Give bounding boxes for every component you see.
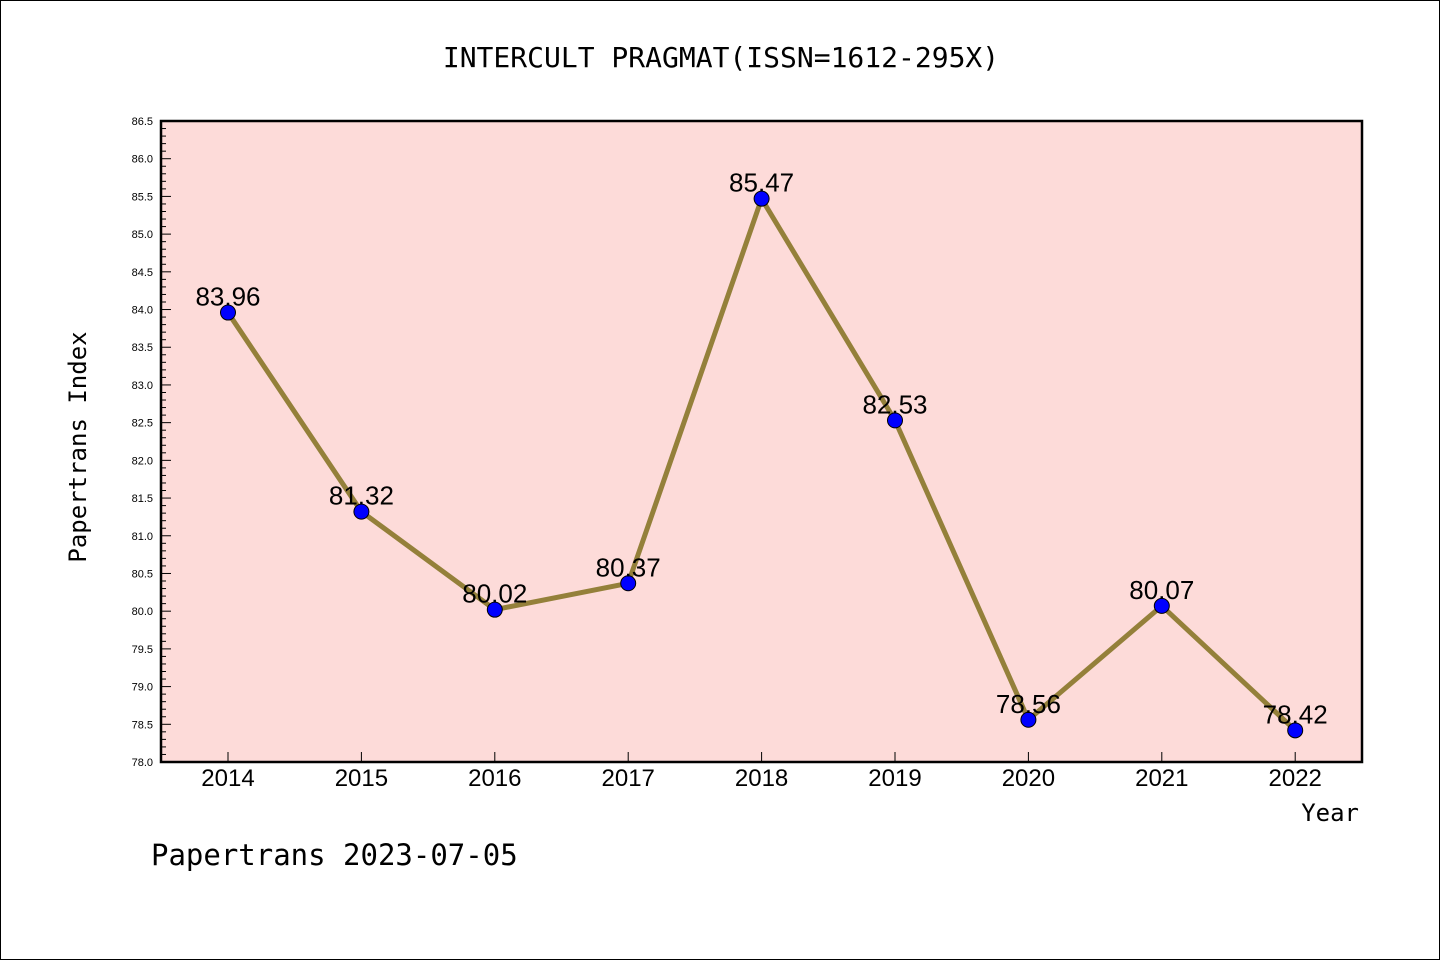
data-point: [220, 304, 236, 321]
data-label: 80.37: [596, 552, 661, 582]
y-tick-label: 85.5: [132, 191, 153, 203]
plot-border: [159, 119, 1364, 764]
y-tick-label: 79.5: [132, 644, 153, 656]
y-tick-label: 78.0: [132, 757, 153, 769]
x-axis-label: Year: [1301, 799, 1359, 827]
y-tick-label: 84.5: [132, 267, 153, 279]
data-point: [620, 575, 637, 592]
y-tick-label: 83.0: [132, 380, 153, 392]
x-tick-label: 2016: [468, 765, 521, 792]
data-point: [486, 601, 503, 618]
y-tick-label: 86.0: [132, 154, 153, 166]
y-tick-label: 78.5: [132, 719, 153, 731]
data-label: 83.96: [195, 282, 260, 312]
x-tick-label: 2021: [1135, 765, 1188, 792]
data-label: 80.07: [1129, 575, 1194, 605]
y-tick-label: 86.5: [132, 116, 153, 128]
y-tick-label: 84.0: [132, 305, 153, 317]
chart-title: INTERCULT PRAGMAT(ISSN=1612-295X): [443, 41, 999, 74]
data-label: 82.53: [862, 389, 927, 419]
data-label: 78.42: [1263, 699, 1328, 729]
y-tick-label: 83.5: [132, 342, 153, 354]
data-point: [753, 190, 770, 207]
x-tick-label: 2020: [1002, 765, 1055, 792]
plot-area: [161, 121, 1362, 762]
data-label: 85.47: [729, 168, 794, 198]
data-label: 78.56: [996, 689, 1061, 719]
y-tick-label: 82.5: [132, 418, 153, 430]
y-tick-label: 81.0: [132, 531, 153, 543]
x-axis-ticks: 2014 2015 2016 2017 2018 2019 2020 2021 2022: [201, 752, 1322, 792]
y-tick-label: 80.0: [132, 606, 153, 618]
y-tick-label: 85.0: [132, 229, 153, 241]
data-point: [353, 503, 370, 520]
data-points: [220, 190, 1304, 739]
data-point: [1153, 597, 1170, 614]
y-axis-label: Papertrans Index: [64, 331, 92, 562]
data-point: [887, 412, 903, 429]
x-tick-label: 2022: [1269, 765, 1322, 792]
y-tick-label: 81.5: [132, 493, 153, 505]
x-tick-label: 2018: [735, 765, 788, 792]
x-tick-label: 2014: [201, 765, 254, 792]
data-label: 81.32: [329, 481, 394, 511]
x-tick-label: 2017: [602, 765, 655, 792]
y-tick-label: 82.0: [132, 455, 153, 467]
x-tick-label: 2015: [335, 765, 388, 792]
data-labels: 83.96 81.32 80.02 80.37 85.47 82.53 78.56 80.07…: [195, 168, 1327, 730]
data-point: [1020, 711, 1037, 728]
footer-date: Papertrans 2023-07-05: [151, 838, 518, 872]
y-tick-label: 79.0: [132, 682, 153, 694]
data-label: 80.02: [462, 579, 527, 609]
x-tick-label: 2019: [868, 765, 921, 792]
y-tick-label: 80.5: [132, 568, 153, 580]
y-axis-ticks: 78.0 78.5 79.0 79.5 80.0 80.5 81.0 81.5 82.0 82.5…: [132, 116, 171, 769]
data-point: [1287, 722, 1304, 739]
